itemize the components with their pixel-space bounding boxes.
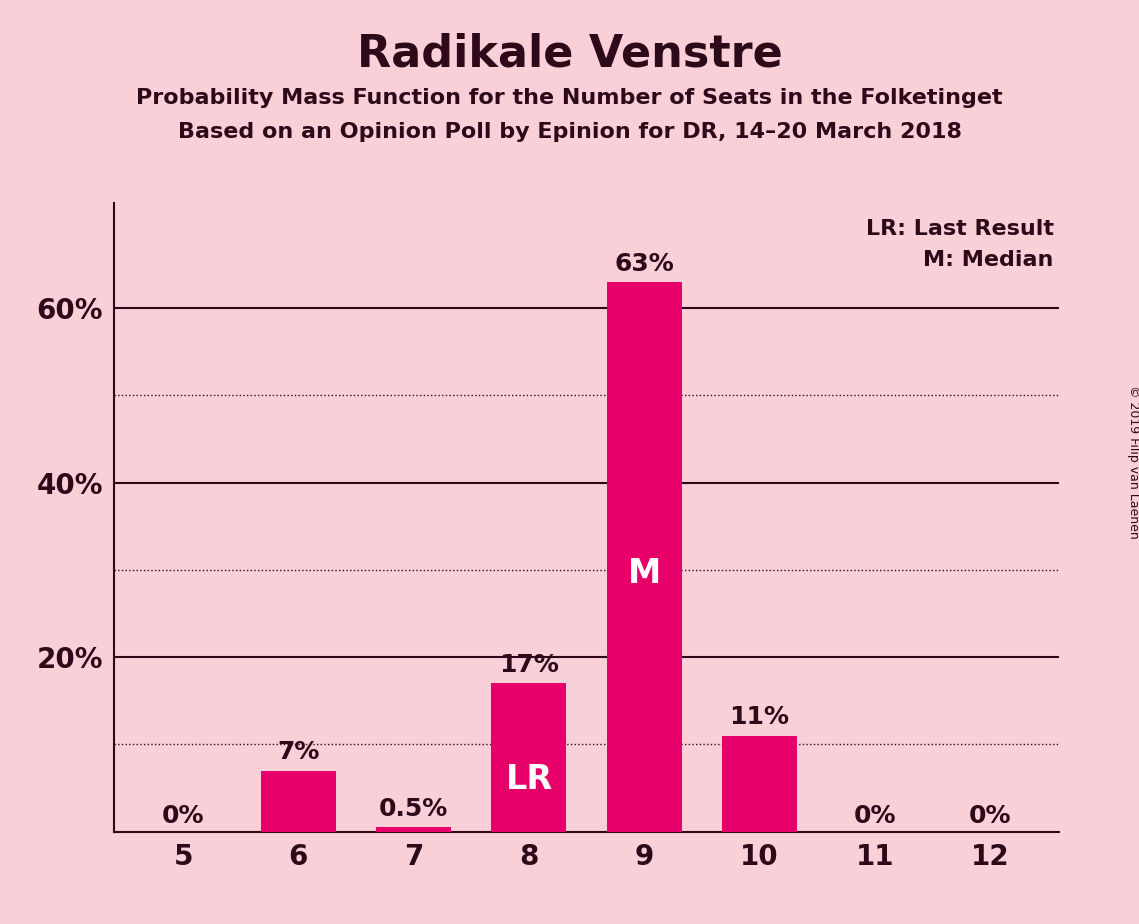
Bar bbox=[376, 827, 451, 832]
Bar bbox=[261, 771, 336, 832]
Text: © 2019 Filip van Laenen: © 2019 Filip van Laenen bbox=[1126, 385, 1139, 539]
Text: 7%: 7% bbox=[277, 740, 320, 764]
Text: 0%: 0% bbox=[969, 804, 1011, 828]
Text: 17%: 17% bbox=[499, 653, 559, 677]
Text: Based on an Opinion Poll by Epinion for DR, 14–20 March 2018: Based on an Opinion Poll by Epinion for … bbox=[178, 122, 961, 142]
Text: 0%: 0% bbox=[853, 804, 896, 828]
Text: Radikale Venstre: Radikale Venstre bbox=[357, 32, 782, 76]
Text: M: M bbox=[628, 556, 661, 590]
Text: LR: Last Result: LR: Last Result bbox=[866, 219, 1054, 239]
Text: Probability Mass Function for the Number of Seats in the Folketinget: Probability Mass Function for the Number… bbox=[137, 88, 1002, 108]
Bar bbox=[607, 282, 682, 832]
Text: 63%: 63% bbox=[614, 251, 674, 275]
Text: M: Median: M: Median bbox=[923, 250, 1054, 271]
Text: 0%: 0% bbox=[162, 804, 204, 828]
Text: 11%: 11% bbox=[729, 706, 789, 730]
Text: 0.5%: 0.5% bbox=[379, 797, 449, 821]
Bar bbox=[491, 683, 566, 832]
Text: LR: LR bbox=[506, 763, 552, 796]
Bar bbox=[722, 736, 797, 832]
